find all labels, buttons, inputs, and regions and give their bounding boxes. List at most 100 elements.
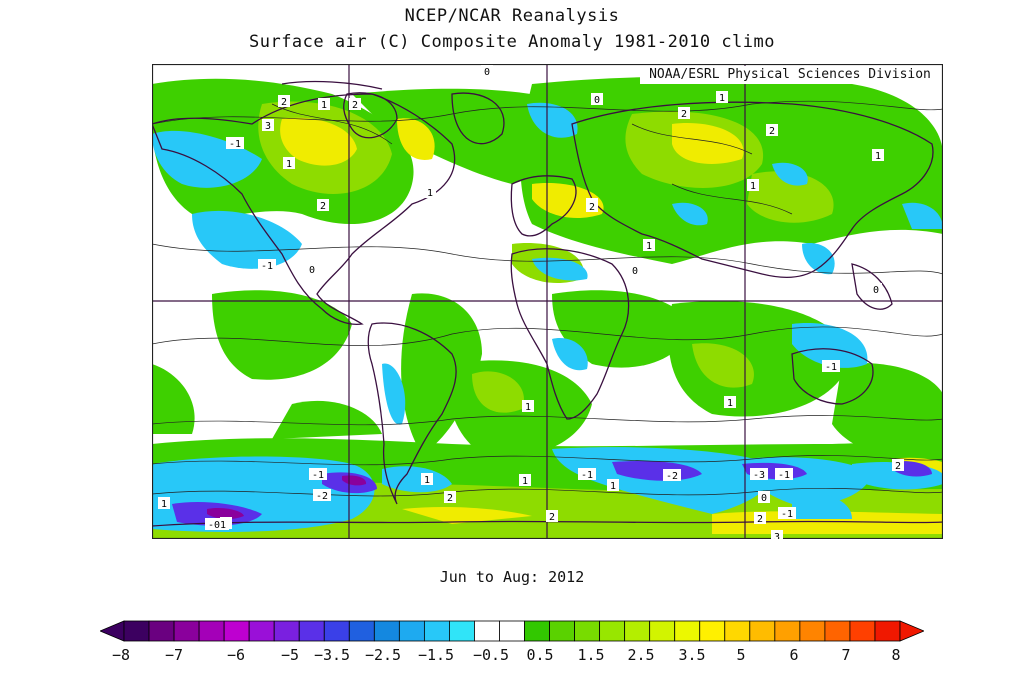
colorbar-tick-label: −8 (111, 646, 131, 664)
colorbar-swatch (499, 620, 525, 642)
contour-label-text: 1 (424, 475, 430, 486)
contour-label-text: 2 (589, 202, 595, 213)
contour-label: 2 (754, 512, 766, 525)
colorbar-tick-label: 0.5 (526, 646, 554, 664)
contour-label: -1 (578, 468, 596, 481)
colorbar-tick-label: 2.5 (627, 646, 655, 664)
contour-label-text: 1 (427, 188, 433, 199)
anomaly-fill-extreme-negative (207, 475, 367, 520)
colorbar-swatch (599, 620, 626, 642)
colorbar-swatch (423, 620, 450, 642)
contour-label-text: -1 (778, 470, 790, 481)
colorbar-tick-label: 8 (891, 646, 901, 664)
colorbar-swatch (799, 620, 826, 642)
contour-label-text: -1 (261, 261, 273, 272)
colorbar-tick-label: −6 (226, 646, 246, 664)
contour-label: -1 (822, 360, 840, 373)
colorbar-swatch (549, 620, 575, 642)
contour-label-text: 1 (646, 241, 652, 252)
map-svg: 02123-1112-10012211121000-111-1-21121-11… (152, 64, 943, 539)
contour-label-text: 1 (875, 151, 881, 162)
contour-label: 2 (546, 510, 558, 523)
contour-label-text: -2 (666, 471, 678, 482)
contour-label: 1 (716, 91, 728, 104)
contour-label-text: 3 (265, 121, 271, 132)
contour-label-text: 2 (352, 100, 358, 111)
colorbar-tick-label: −2.5 (364, 646, 402, 664)
period-label: Jun to Aug: 2012 (439, 568, 585, 586)
colorbar-swatch (373, 620, 400, 642)
colorbar-max-arrow (899, 620, 924, 642)
colorbar-swatch (524, 620, 550, 642)
contour-label-text: -1 (781, 509, 793, 520)
coastlines (152, 80, 943, 527)
contour-lines (152, 100, 943, 497)
contour-label-text: -1 (581, 470, 593, 481)
colorbar-tick-label: 5 (736, 646, 746, 664)
colorbar-swatch (824, 620, 851, 642)
contour-label-text: 0 (873, 285, 879, 296)
contour-label: 1 (724, 396, 736, 409)
contour-label: 2 (349, 98, 361, 111)
contour-label: 1 (747, 179, 759, 192)
colorbar-swatch (198, 620, 225, 642)
contour-label-text: 0 (594, 95, 600, 106)
chart-title: NCEP/NCAR Reanalysis (404, 6, 620, 26)
contour-label: 2 (678, 107, 690, 120)
contour-label-text: 1 (161, 499, 167, 510)
colorbar-swatch (323, 620, 350, 642)
contour-label: 2 (278, 95, 290, 108)
colorbar-swatch (123, 620, 150, 642)
contour-label-text: -1 (312, 470, 324, 481)
contour-label: -1 (775, 468, 793, 481)
contour-label: 2 (892, 459, 904, 472)
colorbar-swatch (749, 620, 776, 642)
contour-label: -1 (226, 137, 244, 150)
contour-label-text: -2 (316, 491, 328, 502)
colorbar-tick-label: −1.5 (417, 646, 455, 664)
contour-label: 0 (758, 491, 770, 504)
contour-label: 2 (586, 200, 598, 213)
colorbar-swatch (699, 620, 726, 642)
contour-label-text: 2 (681, 109, 687, 120)
colorbar-swatch (724, 620, 751, 642)
contour-label: 1 (522, 400, 534, 413)
contour-label: 2 (766, 124, 778, 137)
contour-label-text: 2 (895, 461, 901, 472)
contour-label: 2 (317, 199, 329, 212)
contour-label-text: 2 (757, 514, 763, 525)
contour-label-text: 1 (727, 398, 733, 409)
contour-label: 3 (771, 530, 783, 539)
contour-label: 0 (870, 283, 882, 296)
contour-label-text: -3 (753, 470, 765, 481)
contour-label-text: -01 (208, 520, 226, 531)
credit-label: NOAA/ESRL Physical Sciences Division (640, 66, 940, 84)
contour-label: 2 (444, 491, 456, 504)
contour-label-text: 1 (610, 481, 616, 492)
contour-label-text: 1 (719, 93, 725, 104)
graticule (152, 64, 943, 539)
contour-label: 0 (481, 65, 493, 78)
colorbar-swatch (574, 620, 601, 642)
colorbar-swatch (223, 620, 250, 642)
contour-label: 0 (629, 264, 641, 277)
colorbar-swatch (398, 620, 425, 642)
colorbar-tick-label: 3.5 (678, 646, 706, 664)
colorbar-tick-label: 1.5 (577, 646, 605, 664)
contour-label: 1 (643, 239, 655, 252)
contour-label-text: 1 (750, 181, 756, 192)
contour-label: -1 (258, 259, 276, 272)
colorbar-min-arrow (100, 620, 125, 642)
colorbar-swatch (774, 620, 801, 642)
contour-label-text: 2 (320, 201, 326, 212)
colorbar-tick-label: −7 (164, 646, 184, 664)
colorbar (100, 620, 924, 642)
contour-label: -2 (663, 469, 681, 482)
colorbar-swatch (849, 620, 876, 642)
contour-label: 1 (421, 473, 433, 486)
colorbar-swatch (474, 620, 500, 642)
contour-label: 1 (424, 186, 436, 199)
contour-label: -2 (313, 489, 331, 502)
contour-label: 0 (306, 263, 318, 276)
contour-label-text: 2 (281, 97, 287, 108)
